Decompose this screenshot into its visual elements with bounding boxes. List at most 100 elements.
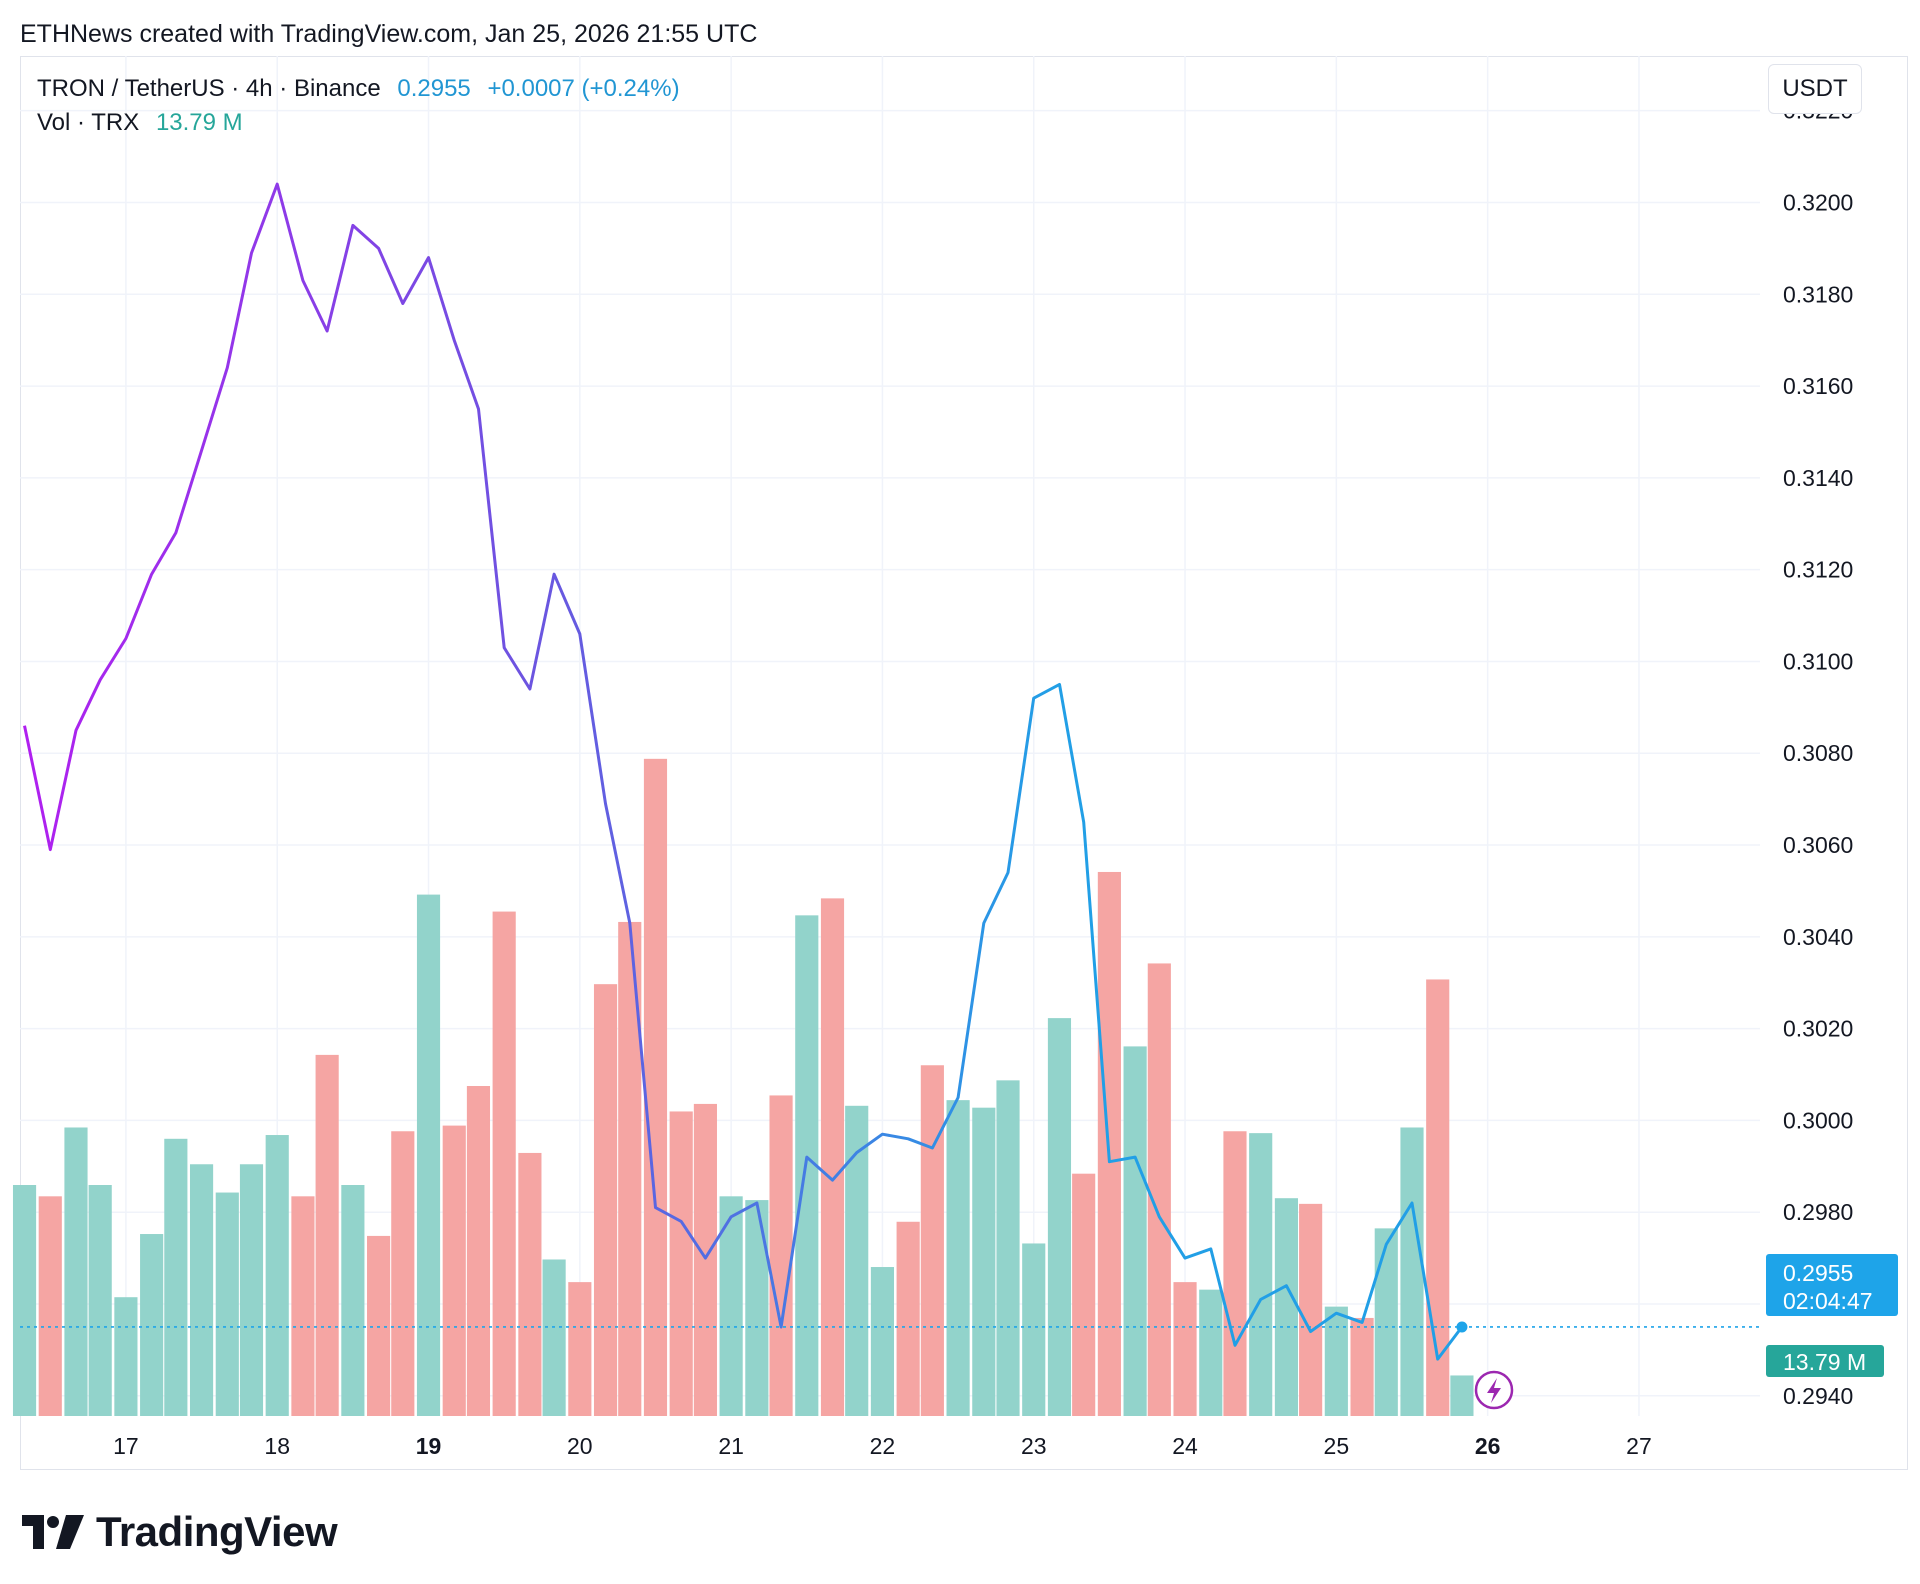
volume-tag: 13.79 M — [1766, 1345, 1884, 1377]
chart-attribution: ETHNews created with TradingView.com, Ja… — [20, 20, 758, 48]
volume-bar — [416, 894, 441, 1416]
tradingview-logo-icon — [22, 1515, 84, 1549]
volume-legend[interactable]: Vol · TRX 13.79 M — [37, 109, 243, 137]
x-tick-label: 19 — [416, 1433, 442, 1459]
price-tag: 0.2955 02:04:47 — [1766, 1254, 1898, 1316]
volume-bar — [845, 1105, 869, 1416]
volume-bar — [870, 1267, 895, 1416]
volume-bar — [946, 1100, 970, 1416]
volume-bar — [1147, 963, 1171, 1416]
volume-bar — [643, 758, 668, 1416]
price-tag-value: 0.2955 — [1783, 1260, 1853, 1286]
volume-bar — [239, 1164, 264, 1416]
y-tick-label: 0.2980 — [1783, 1199, 1853, 1225]
x-tick-label: 22 — [870, 1433, 896, 1459]
volume-bar — [215, 1192, 239, 1416]
volume-title[interactable]: Vol · TRX — [37, 109, 140, 136]
y-tick-label: 0.3160 — [1783, 373, 1853, 399]
volume-bar — [1022, 1243, 1046, 1416]
x-tick-label: 24 — [1172, 1433, 1198, 1459]
price-tag-countdown: 02:04:47 — [1783, 1288, 1873, 1314]
volume-bar — [291, 1196, 315, 1416]
y-tick-label: 0.3060 — [1783, 832, 1853, 858]
volume-bar — [442, 1125, 466, 1416]
volume-bar — [542, 1259, 566, 1416]
volume-bar — [466, 1086, 491, 1416]
flash-icon[interactable] — [1474, 1370, 1514, 1410]
volume-bar — [1072, 1173, 1096, 1416]
y-tick-label: 0.3120 — [1783, 557, 1853, 583]
x-tick-label: 21 — [718, 1433, 744, 1459]
volume-bar — [1426, 979, 1450, 1416]
volume-bar — [972, 1107, 996, 1416]
volume-legend-value: 13.79 M — [155, 109, 243, 136]
last-price-dot — [1456, 1321, 1468, 1333]
time-axis[interactable]: 17 18 19 20 21 22 23 24 25 26 27 — [113, 1433, 1652, 1459]
volume-bar — [1299, 1203, 1323, 1416]
currency-button[interactable]: USDT — [1768, 64, 1862, 114]
volume-bar — [518, 1152, 542, 1416]
y-tick-label: 0.3100 — [1783, 648, 1853, 674]
y-tick-label: 0.3020 — [1783, 1016, 1853, 1042]
volume-bar — [996, 1080, 1020, 1416]
volume-bar — [1123, 1046, 1147, 1416]
y-tick-label: 0.3000 — [1783, 1107, 1853, 1133]
volume-bar — [1450, 1375, 1474, 1416]
y-tick-label: 0.3040 — [1783, 924, 1853, 950]
y-tick-label: 0.3080 — [1783, 740, 1853, 766]
legend-change: +0.0007 (+0.24%) — [487, 75, 680, 102]
volume-bar — [341, 1185, 365, 1416]
volume-bar — [618, 921, 642, 1416]
volume-bar — [315, 1054, 339, 1416]
y-tick-label: 0.3140 — [1783, 465, 1853, 491]
volume-bar — [920, 1065, 944, 1416]
y-tick-label: 0.2940 — [1783, 1383, 1853, 1409]
x-tick-label: 20 — [567, 1433, 593, 1459]
volume-bar — [719, 1196, 743, 1416]
volume-bar — [1274, 1198, 1298, 1416]
volume-bar — [1324, 1306, 1348, 1416]
volume-tag-value: 13.79 M — [1783, 1349, 1866, 1375]
volume-bar — [492, 911, 516, 1416]
volume-bar — [1374, 1228, 1398, 1416]
tradingview-wordmark: TradingView — [96, 1508, 338, 1555]
x-tick-label: 26 — [1475, 1433, 1501, 1459]
volume-bar — [189, 1164, 214, 1416]
volume-bar — [1249, 1133, 1273, 1416]
y-tick-label: 0.3180 — [1783, 281, 1853, 307]
volume-bar — [265, 1135, 289, 1416]
volume-bar — [114, 1297, 138, 1416]
y-tick-label: 0.3200 — [1783, 189, 1853, 215]
symbol-title[interactable]: TRON / TetherUS · 4h · Binance — [37, 75, 381, 102]
volume-bar — [669, 1111, 693, 1416]
symbol-legend[interactable]: TRON / TetherUS · 4h · Binance 0.2955 +0… — [37, 75, 680, 103]
volume-bar — [1350, 1317, 1374, 1416]
volume-bar — [693, 1103, 717, 1416]
volume-bar — [38, 1196, 62, 1416]
volume-bar — [367, 1235, 391, 1416]
price-axis[interactable]: 0.32200.32000.31800.31600.31400.31200.31… — [1783, 98, 1853, 1409]
volume-bar — [88, 1185, 112, 1416]
volume-bar — [745, 1200, 769, 1416]
volume-bar — [12, 1185, 37, 1416]
volume-bar — [820, 898, 845, 1416]
volume-bar — [64, 1127, 88, 1416]
volume-bar — [769, 1095, 793, 1416]
volume-bar — [1223, 1131, 1247, 1416]
price-line[interactable] — [23, 182, 1464, 1361]
x-tick-label: 18 — [264, 1433, 290, 1459]
x-tick-label: 25 — [1324, 1433, 1350, 1459]
volume-bars — [12, 758, 1474, 1416]
x-tick-label: 17 — [113, 1433, 139, 1459]
x-tick-label: 27 — [1626, 1433, 1652, 1459]
volume-bar — [896, 1221, 920, 1416]
volume-bar — [593, 984, 618, 1416]
volume-bar — [164, 1138, 188, 1416]
volume-bar — [1173, 1282, 1197, 1416]
legend-price: 0.2955 — [397, 75, 471, 102]
volume-bar — [1400, 1127, 1424, 1416]
volume-bar — [1199, 1289, 1223, 1416]
volume-bar — [391, 1131, 415, 1416]
tradingview-logo[interactable]: TradingView — [22, 1508, 338, 1556]
